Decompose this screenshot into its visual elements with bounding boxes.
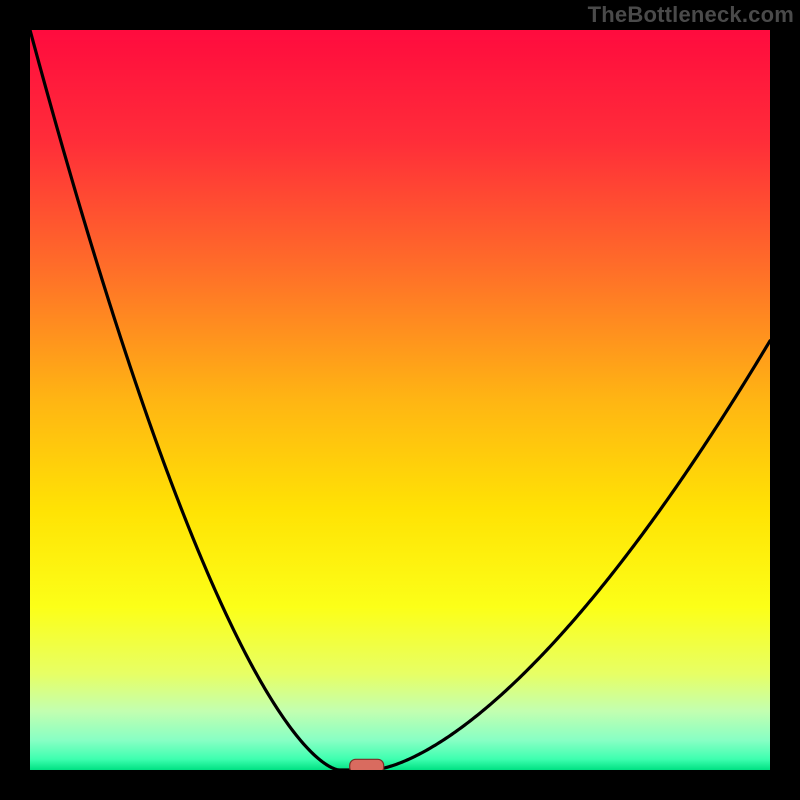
optimal-marker [350,759,384,773]
bottleneck-chart [0,0,800,800]
chart-container: TheBottleneck.com [0,0,800,800]
watermark-text: TheBottleneck.com [588,2,794,28]
